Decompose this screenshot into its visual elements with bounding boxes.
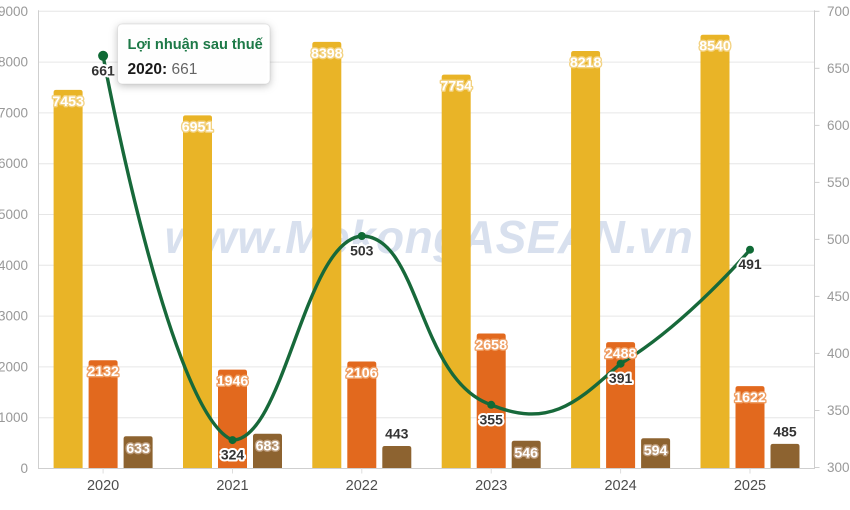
svg-text:491: 491 xyxy=(738,256,762,272)
svg-text:8218: 8218 xyxy=(570,55,602,71)
svg-text:594: 594 xyxy=(644,443,668,459)
svg-text:7754: 7754 xyxy=(440,79,472,95)
svg-text:2106: 2106 xyxy=(346,366,378,382)
svg-text:546: 546 xyxy=(514,445,538,461)
svg-text:6951: 6951 xyxy=(182,119,214,135)
svg-text:1946: 1946 xyxy=(217,374,249,390)
svg-text:324: 324 xyxy=(221,447,245,463)
svg-text:550: 550 xyxy=(827,175,850,190)
svg-text:7000: 7000 xyxy=(0,105,28,120)
svg-text:391: 391 xyxy=(609,370,633,386)
svg-text:0: 0 xyxy=(20,461,28,476)
svg-text:2023: 2023 xyxy=(475,478,507,494)
svg-text:7453: 7453 xyxy=(52,94,84,110)
svg-text:650: 650 xyxy=(827,61,850,76)
svg-text:2488: 2488 xyxy=(605,346,637,362)
svg-text:2024: 2024 xyxy=(604,478,636,494)
svg-text:1000: 1000 xyxy=(0,410,28,425)
svg-text:485: 485 xyxy=(773,423,797,439)
svg-text:9000: 9000 xyxy=(0,4,28,19)
svg-text:700: 700 xyxy=(827,4,850,19)
svg-text:2020: 2020 xyxy=(87,478,119,494)
svg-text:683: 683 xyxy=(256,438,280,454)
svg-text:2000: 2000 xyxy=(0,359,28,374)
svg-text:2025: 2025 xyxy=(734,478,766,494)
svg-text:661: 661 xyxy=(91,62,115,78)
svg-text:www.MekongASEAN.vn: www.MekongASEAN.vn xyxy=(165,211,694,263)
svg-text:3000: 3000 xyxy=(0,309,28,324)
svg-text:6000: 6000 xyxy=(0,156,28,171)
svg-text:300: 300 xyxy=(827,460,850,475)
svg-text:500: 500 xyxy=(827,232,850,247)
svg-text:4000: 4000 xyxy=(0,258,28,273)
svg-text:8398: 8398 xyxy=(311,46,343,62)
svg-text:1622: 1622 xyxy=(734,390,766,406)
svg-text:503: 503 xyxy=(350,243,374,259)
svg-text:350: 350 xyxy=(827,403,850,418)
svg-text:2132: 2132 xyxy=(87,364,119,380)
svg-text:2022: 2022 xyxy=(346,478,378,494)
svg-text:633: 633 xyxy=(126,441,150,457)
svg-text:450: 450 xyxy=(827,289,850,304)
svg-text:400: 400 xyxy=(827,346,850,361)
svg-text:443: 443 xyxy=(385,426,409,442)
svg-text:600: 600 xyxy=(827,118,850,133)
svg-text:2021: 2021 xyxy=(216,478,248,494)
svg-text:8540: 8540 xyxy=(699,39,731,55)
svg-text:Lợi nhuận sau thuế: Lợi nhuận sau thuế xyxy=(128,37,264,53)
svg-text:8000: 8000 xyxy=(0,55,28,70)
svg-text:2020: 661: 2020: 661 xyxy=(128,61,198,78)
svg-text:5000: 5000 xyxy=(0,207,28,222)
svg-text:355: 355 xyxy=(480,411,504,427)
svg-text:2658: 2658 xyxy=(475,338,507,354)
